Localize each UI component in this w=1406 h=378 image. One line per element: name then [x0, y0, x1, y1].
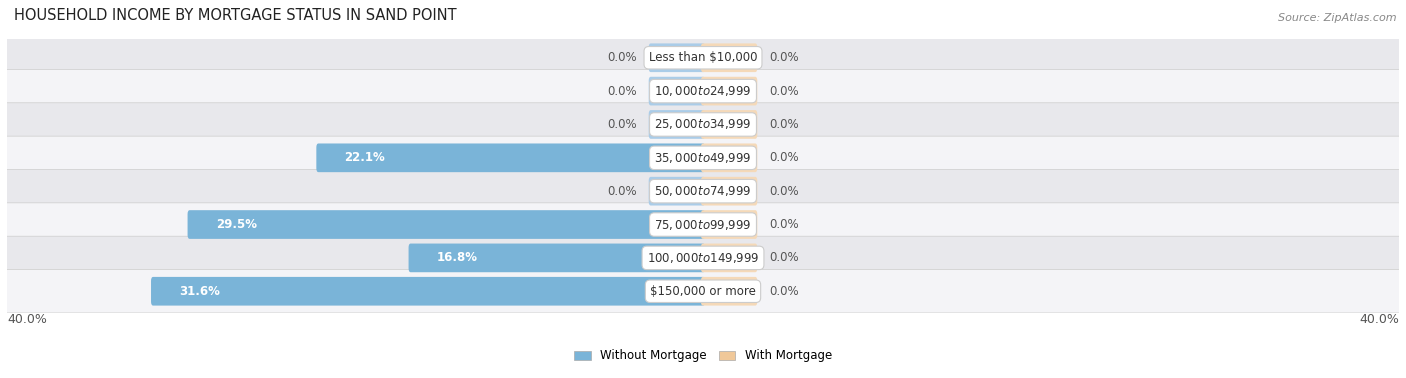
FancyBboxPatch shape — [702, 210, 758, 239]
Text: $75,000 to $99,999: $75,000 to $99,999 — [654, 217, 752, 232]
Text: 0.0%: 0.0% — [769, 151, 799, 164]
FancyBboxPatch shape — [0, 203, 1406, 246]
FancyBboxPatch shape — [0, 70, 1406, 113]
Text: Source: ZipAtlas.com: Source: ZipAtlas.com — [1278, 13, 1396, 23]
Text: 16.8%: 16.8% — [437, 251, 478, 264]
FancyBboxPatch shape — [702, 177, 758, 206]
FancyBboxPatch shape — [702, 243, 758, 272]
Text: 0.0%: 0.0% — [607, 51, 637, 64]
FancyBboxPatch shape — [0, 103, 1406, 146]
FancyBboxPatch shape — [150, 277, 704, 305]
FancyBboxPatch shape — [0, 136, 1406, 180]
Text: 0.0%: 0.0% — [769, 185, 799, 198]
FancyBboxPatch shape — [648, 43, 704, 72]
Text: $10,000 to $24,999: $10,000 to $24,999 — [654, 84, 752, 98]
Text: Less than $10,000: Less than $10,000 — [648, 51, 758, 64]
Text: $100,000 to $149,999: $100,000 to $149,999 — [647, 251, 759, 265]
Text: 0.0%: 0.0% — [769, 118, 799, 131]
FancyBboxPatch shape — [702, 77, 758, 105]
FancyBboxPatch shape — [648, 177, 704, 206]
FancyBboxPatch shape — [0, 36, 1406, 79]
FancyBboxPatch shape — [648, 77, 704, 105]
FancyBboxPatch shape — [648, 110, 704, 139]
FancyBboxPatch shape — [702, 144, 758, 172]
Text: 29.5%: 29.5% — [215, 218, 257, 231]
Text: 0.0%: 0.0% — [769, 51, 799, 64]
Text: $35,000 to $49,999: $35,000 to $49,999 — [654, 151, 752, 165]
Text: 0.0%: 0.0% — [769, 251, 799, 264]
FancyBboxPatch shape — [316, 144, 704, 172]
FancyBboxPatch shape — [702, 110, 758, 139]
FancyBboxPatch shape — [409, 243, 704, 272]
Text: HOUSEHOLD INCOME BY MORTGAGE STATUS IN SAND POINT: HOUSEHOLD INCOME BY MORTGAGE STATUS IN S… — [14, 8, 457, 23]
FancyBboxPatch shape — [702, 277, 758, 305]
FancyBboxPatch shape — [0, 236, 1406, 280]
FancyBboxPatch shape — [0, 169, 1406, 213]
Text: $150,000 or more: $150,000 or more — [650, 285, 756, 298]
Text: 0.0%: 0.0% — [769, 218, 799, 231]
Text: 0.0%: 0.0% — [607, 118, 637, 131]
Text: 40.0%: 40.0% — [7, 313, 46, 326]
Text: 0.0%: 0.0% — [769, 85, 799, 98]
FancyBboxPatch shape — [187, 210, 704, 239]
Text: 40.0%: 40.0% — [1360, 313, 1399, 326]
Text: 0.0%: 0.0% — [607, 85, 637, 98]
Text: $25,000 to $34,999: $25,000 to $34,999 — [654, 118, 752, 132]
Text: 31.6%: 31.6% — [179, 285, 221, 298]
FancyBboxPatch shape — [0, 270, 1406, 313]
Text: 22.1%: 22.1% — [344, 151, 385, 164]
Text: 0.0%: 0.0% — [769, 285, 799, 298]
Text: 0.0%: 0.0% — [607, 185, 637, 198]
FancyBboxPatch shape — [702, 43, 758, 72]
Text: $50,000 to $74,999: $50,000 to $74,999 — [654, 184, 752, 198]
Legend: Without Mortgage, With Mortgage: Without Mortgage, With Mortgage — [569, 345, 837, 367]
